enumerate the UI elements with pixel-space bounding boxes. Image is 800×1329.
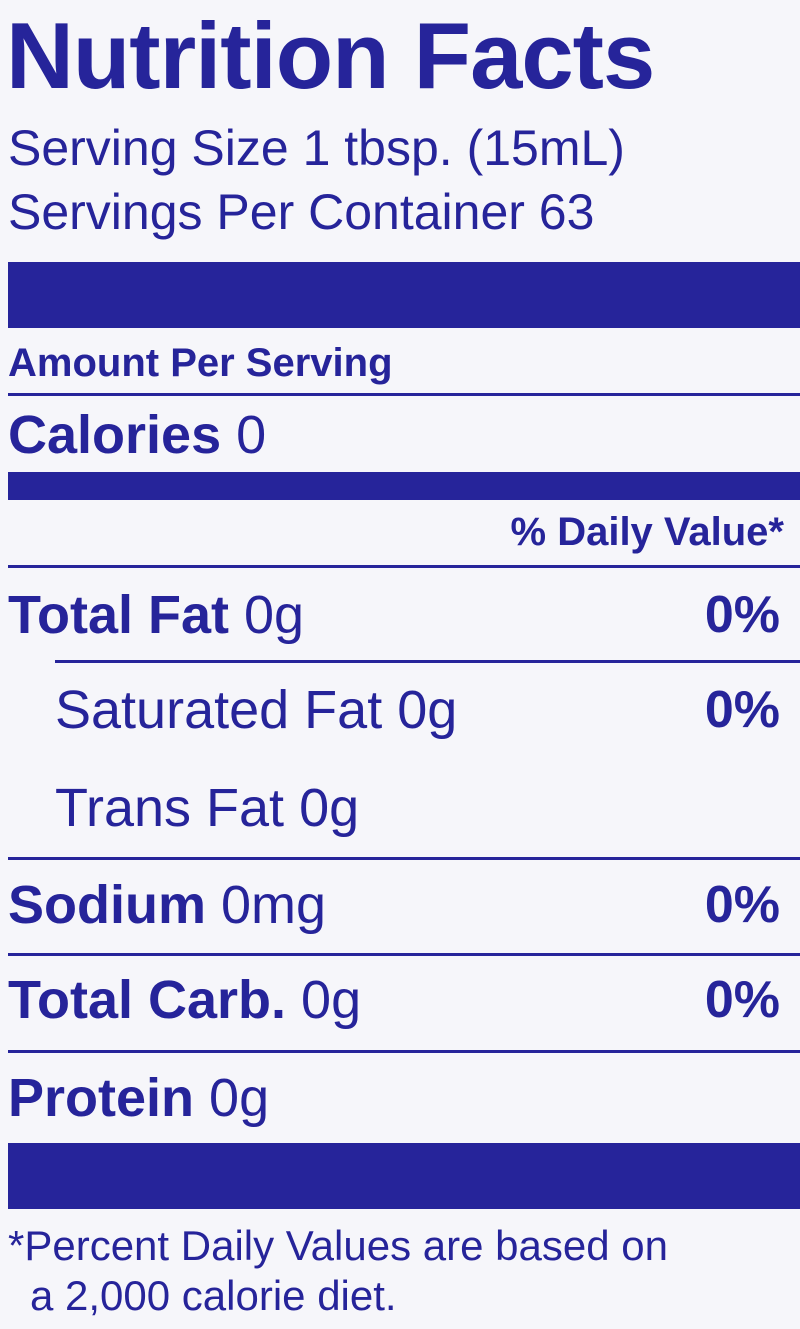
nutrient-amount: 0g xyxy=(209,1068,270,1128)
nutrient-row: Total Fat 0g xyxy=(8,585,304,645)
nutrient-label: Protein xyxy=(8,1068,195,1128)
nutrient-row: Trans Fat 0g xyxy=(55,778,359,838)
medium-bar xyxy=(8,472,800,500)
rule xyxy=(8,565,800,568)
daily-value: 0% xyxy=(704,681,780,739)
nutrient-amount: 0g xyxy=(397,680,458,740)
daily-value: 0% xyxy=(704,971,780,1029)
daily-value: 0% xyxy=(704,876,780,934)
serving-size: Serving Size 1 tbsp. (15mL) xyxy=(8,120,625,176)
nutrient-amount: 0g xyxy=(299,778,360,838)
nutrient-label: Trans Fat xyxy=(55,778,285,838)
title: Nutrition Facts xyxy=(6,3,655,108)
nutrient-label: Total Carb. xyxy=(8,970,287,1030)
nutrient-row: Sodium 0mg xyxy=(8,875,326,935)
rule xyxy=(8,393,800,396)
daily-value: 0% xyxy=(704,586,780,644)
thick-bar xyxy=(8,262,800,328)
daily-value-header: % Daily Value* xyxy=(510,510,784,554)
nutrient-label: Saturated Fat xyxy=(55,680,383,740)
servings-per-container: Servings Per Container 63 xyxy=(8,184,595,240)
footnote-line: *Percent Daily Values are based on xyxy=(8,1222,668,1269)
rule xyxy=(55,660,800,663)
rule xyxy=(8,953,800,956)
nutrient-row: Total Carb. 0g xyxy=(8,970,361,1030)
nutrient-amount: 0g xyxy=(301,970,362,1030)
nutrient-amount: 0mg xyxy=(221,875,327,935)
rule xyxy=(8,1050,800,1053)
calories-value: 0 xyxy=(236,405,267,465)
nutrient-label: Sodium xyxy=(8,875,206,935)
nutrient-row: Saturated Fat 0g xyxy=(55,680,457,740)
thick-bar xyxy=(8,1143,800,1209)
nutrient-label: Total Fat xyxy=(8,585,229,645)
nutrient-amount: 0g xyxy=(244,585,305,645)
footnote-line: a 2,000 calorie diet. xyxy=(30,1272,397,1319)
nutrient-row: Protein 0g xyxy=(8,1068,269,1128)
calories-row: Calories 0 xyxy=(8,405,266,465)
amount-per-serving: Amount Per Serving xyxy=(8,341,393,385)
calories-label: Calories xyxy=(8,405,222,465)
rule xyxy=(8,857,800,860)
